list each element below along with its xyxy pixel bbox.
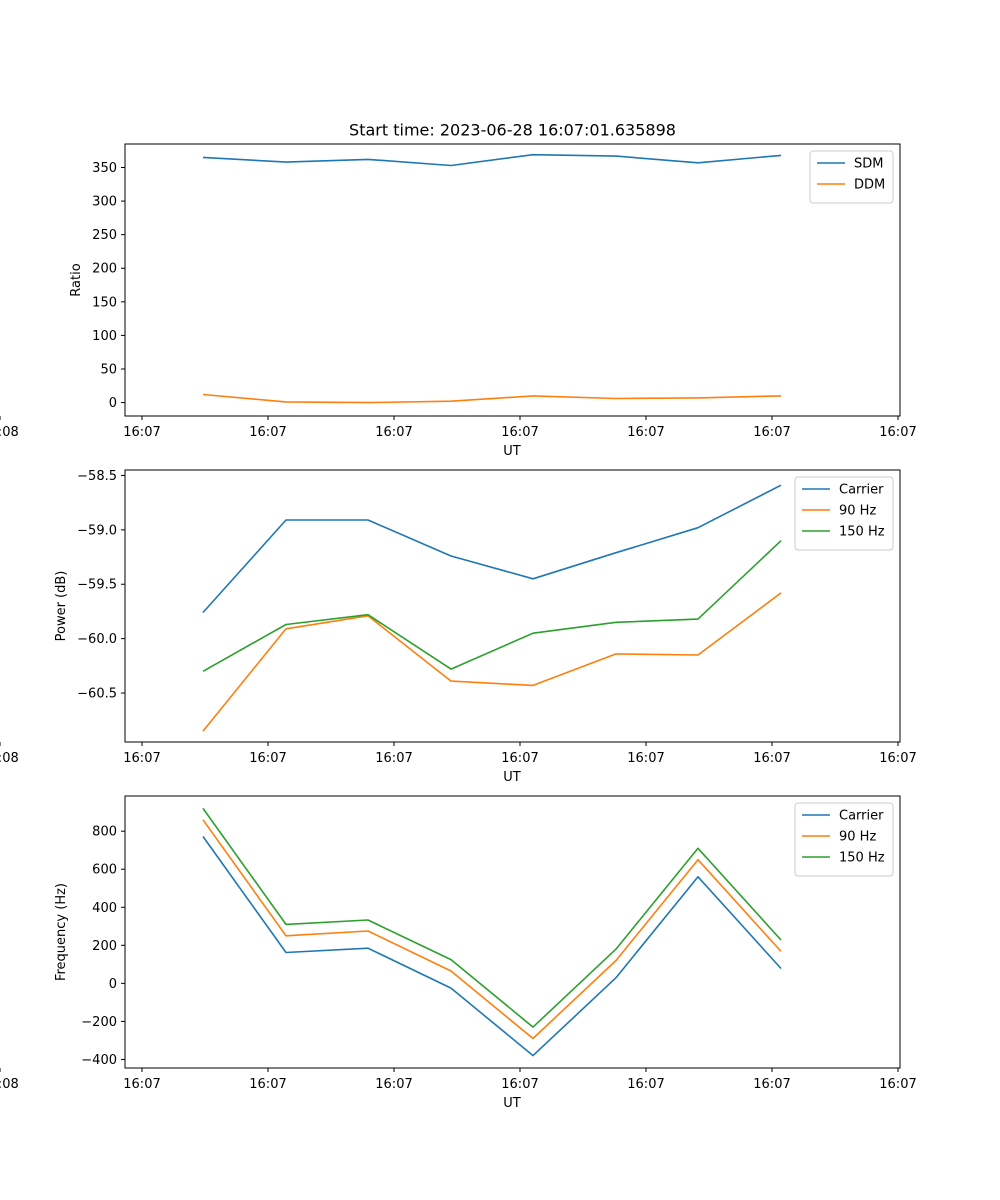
subplot-3: −400 −200 0 200 400 600 800 16:07 16:07 16:07 16:0…: [0, 795, 917, 1111]
y-tick-label: −200: [81, 1015, 117, 1030]
legend-label: Carrier: [839, 483, 884, 498]
legend-frame: [809, 150, 894, 204]
subplot-stack: 0 50 100 150 200 250 300 350 16:07 16:07 16:07 16:0…: [0, 143, 917, 1111]
x-tick-label: 16:07: [753, 751, 790, 766]
x-tick-label: 16:07: [501, 751, 538, 766]
x-tick-label: 16:07: [753, 1077, 790, 1092]
y-tick-label: 150: [92, 295, 117, 310]
y-tick-label: 250: [92, 228, 117, 243]
y-tick-label: 350: [92, 161, 117, 176]
x-tick-label: 16:07: [627, 751, 664, 766]
series-line-150-hz: [202, 807, 782, 1028]
y-tick-label: −60.5: [77, 687, 117, 702]
legend-label: Carrier: [839, 809, 884, 824]
y-tick-label: 200: [92, 939, 117, 954]
legend: Carrier 90 Hz 150 Hz: [794, 802, 894, 877]
y-tick-label: −400: [81, 1053, 117, 1068]
legend-label: 150 Hz: [839, 851, 885, 866]
x-tick-label: 16:07: [249, 425, 286, 440]
x-tick-label: 16:07: [375, 425, 412, 440]
x-tick-label: 16:08: [0, 751, 19, 766]
legend: SDM DDM: [809, 150, 894, 204]
series-line-carrier: [202, 836, 782, 1057]
plot-frame: [124, 469, 901, 743]
chart-title: Start time: 2023-06-28 16:07:01.635898: [349, 121, 676, 140]
y-axis-label: Frequency (Hz): [54, 883, 69, 981]
series-line-90-hz: [202, 819, 782, 1040]
legend-label: DDM: [854, 178, 885, 193]
series-line-ddm: [202, 393, 782, 404]
series-line-150-hz: [202, 540, 782, 672]
x-tick-label: 16:07: [501, 1077, 538, 1092]
x-tick-label: 16:07: [375, 1077, 412, 1092]
x-tick-label: 16:07: [501, 425, 538, 440]
x-tick-label: 16:07: [123, 751, 160, 766]
plot-frame: [124, 143, 901, 417]
x-tick-label: 16:07: [879, 425, 916, 440]
y-tick-label: 600: [92, 863, 117, 878]
x-tick-label: 16:07: [249, 1077, 286, 1092]
x-tick-label: 16:07: [123, 1077, 160, 1092]
y-tick-label: −58.5: [77, 469, 117, 484]
subplot-2: −60.5 −60.0 −59.5 −59.0 −58.5 16:07 16:07 16:07…: [0, 469, 917, 785]
legend-label: 90 Hz: [839, 504, 876, 519]
y-axis-label: Power (dB): [54, 571, 69, 642]
x-tick-label: 16:07: [249, 751, 286, 766]
y-tick-label: 800: [92, 825, 117, 840]
legend: Carrier 90 Hz 150 Hz: [794, 476, 894, 551]
plot-frame: [124, 795, 901, 1069]
y-tick-label: −59.5: [77, 578, 117, 593]
x-tick-label: 16:07: [123, 425, 160, 440]
y-axis-label: Ratio: [69, 263, 84, 296]
y-tick-label: 300: [92, 195, 117, 210]
y-tick-label: 50: [100, 362, 117, 377]
x-tick-label: 16:07: [879, 751, 916, 766]
y-tick-label: −59.0: [77, 523, 117, 538]
legend-label: 150 Hz: [839, 525, 885, 540]
x-axis-label: UT: [503, 1096, 521, 1111]
series-line-carrier: [202, 484, 782, 614]
y-tick-label: 0: [109, 396, 117, 411]
series-line-90-hz: [202, 592, 782, 732]
x-tick-label: 16:07: [627, 425, 664, 440]
x-tick-label: 16:07: [375, 751, 412, 766]
x-tick-label: 16:07: [753, 425, 790, 440]
x-tick-label: 16:08: [0, 1077, 19, 1092]
subplot-1: 0 50 100 150 200 250 300 350 16:07 16:07 16:07 16:0…: [0, 143, 917, 459]
x-tick-label: 16:07: [879, 1077, 916, 1092]
y-tick-label: 0: [109, 977, 117, 992]
y-tick-label: 100: [92, 329, 117, 344]
series-line-sdm: [202, 153, 782, 167]
legend-label: 90 Hz: [839, 830, 876, 845]
y-tick-label: −60.0: [77, 632, 117, 647]
legend-label: SDM: [854, 157, 883, 172]
y-tick-label: 400: [92, 901, 117, 916]
x-tick-label: 16:08: [0, 425, 19, 440]
x-tick-label: 16:07: [627, 1077, 664, 1092]
x-axis-label: UT: [503, 444, 521, 459]
y-tick-label: 200: [92, 262, 117, 277]
x-axis-label: UT: [503, 770, 521, 785]
